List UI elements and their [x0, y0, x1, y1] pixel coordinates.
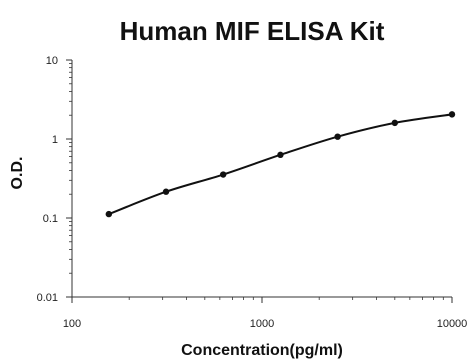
- fit-curve-line: [108, 113, 453, 216]
- data-point: [105, 210, 113, 218]
- chart-title: Human MIF ELISA Kit: [120, 16, 385, 46]
- data-point: [448, 111, 456, 118]
- data-point: [162, 188, 170, 195]
- curve-layer: [108, 113, 453, 216]
- axes-layer: 0.01 0.1 1 10 100 1000 10000: [37, 55, 468, 330]
- points-layer: [105, 111, 456, 218]
- data-point: [277, 151, 284, 159]
- x-tick-label: 1000: [250, 318, 274, 330]
- x-axis-title: Concentration(pg/ml): [181, 342, 343, 359]
- x-tick-label: 10000: [437, 318, 468, 330]
- x-tick-label: 100: [63, 318, 81, 330]
- data-point: [391, 119, 399, 127]
- y-tick-label: 1: [52, 134, 58, 146]
- y-tick-label: 10: [46, 55, 58, 67]
- y-tick-label: 0.01: [37, 292, 58, 304]
- data-point: [220, 171, 227, 178]
- y-axis-title: O.D.: [9, 157, 26, 190]
- data-point: [334, 133, 341, 140]
- y-tick-label: 0.1: [43, 213, 58, 225]
